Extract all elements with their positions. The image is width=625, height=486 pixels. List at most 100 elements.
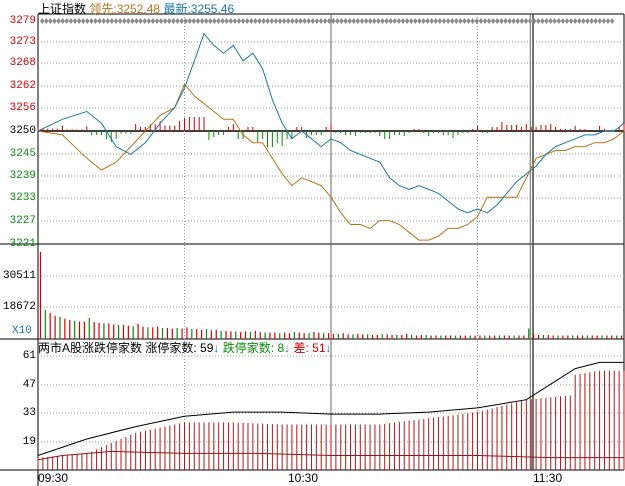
diamond-marker [593, 18, 598, 24]
lead-label: 领先: [89, 2, 117, 16]
diamond-marker [64, 18, 69, 24]
diamond-marker [429, 18, 434, 24]
chart-grid [0, 13, 625, 486]
diamond-marker [363, 18, 369, 24]
diamond-marker [163, 18, 168, 24]
diamond-marker [400, 18, 406, 24]
diamond-marker [577, 18, 582, 24]
diamond-marker [302, 18, 307, 24]
diamond-marker [195, 18, 201, 24]
diamond-marker [458, 18, 463, 24]
diamond-marker [236, 18, 242, 24]
limit-up-value: 59 [200, 341, 214, 355]
diamond-marker [355, 18, 361, 24]
price-header: 上证指数 领先:3252.48 最新:3255.46 [38, 2, 234, 16]
diamond-marker [44, 18, 49, 24]
diamond-marker [404, 18, 410, 24]
price-tick-label: 3245 [9, 148, 36, 160]
diamond-marker [462, 18, 467, 24]
diamond-marker [573, 18, 578, 24]
diamond-marker [384, 18, 389, 24]
diamond-marker [331, 18, 336, 24]
limit-down-label: 跌停家数: [222, 341, 275, 355]
limit-up-label: 涨停家数: [145, 341, 197, 355]
latest-value: 3255.46 [190, 2, 235, 16]
diamond-marker [138, 18, 143, 24]
diamond-marker [68, 18, 74, 24]
breadth-tick-label: 47 [22, 379, 36, 391]
diamond-marker [511, 18, 516, 24]
breadth-tick-label: 61 [22, 350, 36, 362]
diamond-marker [187, 18, 192, 24]
diamond-marker [220, 18, 225, 24]
diamond-marker [310, 18, 316, 24]
diamond-marker [72, 18, 78, 24]
diamond-marker [228, 18, 233, 24]
diamond-marker [519, 18, 525, 24]
diamond-marker [183, 18, 188, 24]
time-tick-label: 09:30 [38, 471, 69, 485]
diff-value: 51 [312, 341, 326, 355]
diamond-marker [605, 18, 611, 24]
diamond-marker [240, 18, 246, 24]
latest-label: 最新: [163, 2, 191, 16]
diamond-marker [208, 18, 213, 24]
diamond-marker [388, 18, 393, 24]
diamond-marker [146, 18, 151, 24]
diamond-marker [298, 18, 303, 24]
diamond-marker [249, 18, 254, 24]
limit-diff-bars [37, 370, 625, 470]
diamond-marker [564, 18, 570, 24]
diamond-marker [150, 18, 156, 24]
diamond-marker [257, 18, 262, 24]
diamond-marker [466, 18, 471, 24]
diamond-marker [261, 18, 266, 24]
arrow-down-icon: ↓ [325, 341, 332, 355]
diamond-marker [601, 18, 607, 24]
diamond-marker [253, 18, 258, 24]
price-tick-label: 3239 [9, 170, 36, 182]
breadth-tick-label: 33 [22, 407, 36, 419]
diamond-marker [581, 18, 586, 24]
diamond-marker-row [40, 18, 615, 24]
diamond-marker [347, 18, 352, 24]
diamond-marker [134, 18, 139, 24]
diamond-marker [515, 18, 520, 24]
diamond-marker [368, 18, 373, 24]
diamond-marker [597, 18, 602, 24]
price-tick-label: 3279 [9, 15, 36, 27]
diamond-marker [486, 18, 492, 24]
diamond-marker [507, 18, 512, 24]
diamond-marker [89, 18, 94, 24]
diamond-marker [171, 18, 176, 24]
time-tick-label: 10:30 [288, 471, 319, 485]
diamond-marker [396, 18, 402, 24]
diamond-marker [441, 18, 447, 24]
diamond-marker [609, 18, 615, 24]
arrow-down-icon: ↓ [284, 341, 291, 355]
diamond-marker [536, 18, 541, 24]
diamond-marker [380, 18, 385, 24]
diamond-marker [335, 18, 340, 24]
breadth-header: 两市A股涨跌停家数 涨停家数: 59↓ 跌停家数: 8↓ 差: 51↓ [38, 341, 332, 355]
volume-unit-label: X10 [12, 325, 36, 337]
diamond-marker [327, 18, 332, 24]
lead-value: 3252.48 [116, 2, 161, 16]
diamond-marker [85, 18, 90, 24]
diamond-marker [474, 18, 480, 24]
time-tick-label: 11:30 [533, 471, 563, 485]
diamond-marker [351, 18, 357, 24]
diamond-marker [314, 18, 320, 24]
diamond-marker [409, 18, 414, 24]
diamond-marker [491, 18, 496, 24]
diamond-marker [495, 18, 500, 24]
diff-label: 差: [293, 341, 309, 355]
diamond-marker [556, 18, 561, 24]
volume-tick-label: 18672 [2, 301, 36, 313]
diamond-marker [437, 18, 443, 24]
diamond-marker [392, 18, 398, 24]
lead-line [37, 83, 625, 241]
diamond-marker [122, 18, 127, 24]
arrow-down-icon: ↓ [213, 341, 220, 355]
